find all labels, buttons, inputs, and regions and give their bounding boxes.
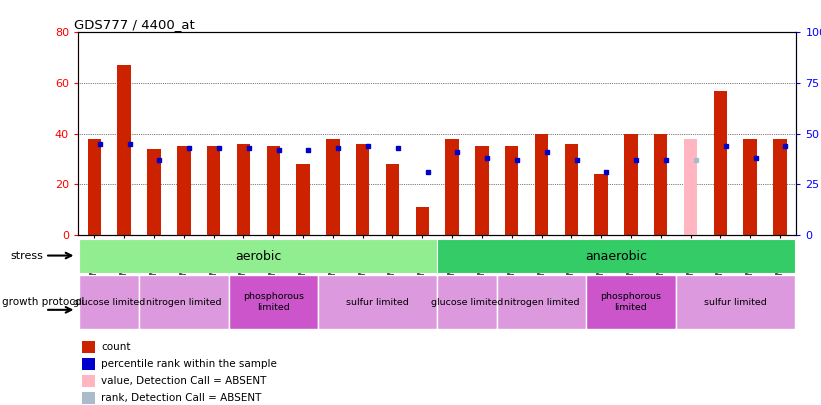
Bar	[117, 65, 131, 235]
Bar	[586, 275, 676, 329]
Text: anaerobic: anaerobic	[585, 249, 647, 263]
Text: glucose limited: glucose limited	[73, 298, 145, 307]
Text: value, Detection Call = ABSENT: value, Detection Call = ABSENT	[101, 376, 266, 386]
Bar	[80, 275, 139, 329]
Bar	[676, 275, 795, 329]
Bar	[624, 134, 638, 235]
Bar	[81, 392, 94, 404]
Bar	[497, 275, 586, 329]
Bar	[80, 239, 438, 273]
Bar	[565, 144, 578, 235]
Text: sulfur limited: sulfur limited	[346, 298, 409, 307]
Bar	[147, 149, 161, 235]
Bar	[356, 144, 369, 235]
Bar	[81, 358, 94, 370]
Bar	[207, 146, 220, 235]
Bar	[438, 239, 795, 273]
Bar	[744, 139, 757, 235]
Bar	[475, 146, 488, 235]
Text: sulfur limited: sulfur limited	[704, 298, 767, 307]
Bar	[386, 164, 399, 235]
Bar	[88, 139, 101, 235]
Text: GDS777 / 4400_at: GDS777 / 4400_at	[75, 18, 195, 31]
Bar	[177, 146, 190, 235]
Text: phosphorous
limited: phosphorous limited	[600, 292, 662, 312]
Bar	[81, 375, 94, 387]
Bar	[594, 174, 608, 235]
Bar	[654, 134, 667, 235]
Bar	[326, 139, 340, 235]
Text: nitrogen limited: nitrogen limited	[146, 298, 222, 307]
Bar	[445, 139, 459, 235]
Bar	[236, 144, 250, 235]
Text: glucose limited: glucose limited	[431, 298, 503, 307]
Bar	[415, 207, 429, 235]
Text: aerobic: aerobic	[235, 249, 282, 263]
Bar	[139, 275, 228, 329]
Bar	[713, 91, 727, 235]
Text: rank, Detection Call = ABSENT: rank, Detection Call = ABSENT	[101, 393, 261, 403]
Bar	[438, 275, 497, 329]
Bar	[228, 275, 318, 329]
Text: count: count	[101, 342, 131, 352]
Text: phosphorous
limited: phosphorous limited	[243, 292, 304, 312]
Bar	[773, 139, 787, 235]
Bar	[534, 134, 548, 235]
Bar	[296, 164, 310, 235]
Text: percentile rank within the sample: percentile rank within the sample	[101, 359, 277, 369]
Bar	[81, 341, 94, 353]
Bar	[267, 146, 280, 235]
Bar	[318, 275, 438, 329]
Text: stress: stress	[11, 251, 44, 261]
Text: growth protocol: growth protocol	[2, 297, 85, 307]
Bar	[684, 139, 697, 235]
Text: nitrogen limited: nitrogen limited	[504, 298, 580, 307]
Bar	[505, 146, 518, 235]
